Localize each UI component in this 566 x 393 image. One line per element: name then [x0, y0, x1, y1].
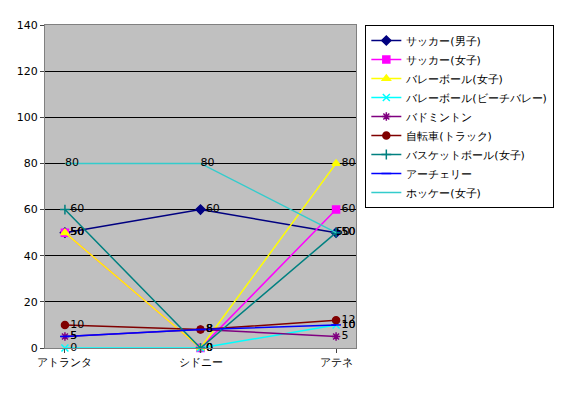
- svg-text:サッカー(男子): サッカー(男子): [406, 35, 481, 48]
- svg-text:自転車(トラック): 自転車(トラック): [406, 130, 492, 143]
- svg-text:120: 120: [17, 65, 38, 78]
- svg-text:0: 0: [31, 342, 38, 355]
- svg-text:ホッケー(女子): ホッケー(女子): [406, 187, 481, 200]
- svg-text:アトランタ: アトランタ: [37, 356, 92, 369]
- svg-text:0: 0: [206, 341, 213, 354]
- svg-text:80: 80: [201, 156, 215, 169]
- svg-text:0: 0: [70, 341, 77, 354]
- svg-text:アーチェリー: アーチェリー: [406, 168, 472, 181]
- svg-text:10: 10: [70, 318, 84, 331]
- svg-text:100: 100: [17, 111, 38, 124]
- svg-text:10: 10: [341, 318, 355, 331]
- svg-text:8: 8: [206, 322, 213, 335]
- svg-text:バレーボール(ビーチバレー): バレーボール(ビーチバレー): [405, 92, 547, 105]
- svg-text:0: 0: [206, 341, 213, 354]
- svg-text:0: 0: [206, 341, 213, 354]
- svg-text:50: 50: [341, 225, 355, 238]
- svg-text:8: 8: [206, 322, 213, 335]
- svg-text:140: 140: [17, 19, 38, 32]
- svg-text:バドミントン: バドミントン: [405, 111, 472, 124]
- svg-text:バレーボール(女子): バレーボール(女子): [405, 73, 503, 86]
- svg-text:50: 50: [70, 225, 84, 238]
- svg-text:50: 50: [336, 225, 350, 238]
- svg-text:50: 50: [70, 225, 84, 238]
- svg-text:0: 0: [206, 341, 213, 354]
- svg-text:5: 5: [341, 329, 348, 342]
- svg-text:5: 5: [70, 329, 77, 342]
- svg-text:シドニー: シドニー: [179, 356, 223, 369]
- svg-text:40: 40: [24, 250, 38, 263]
- svg-text:20: 20: [24, 296, 38, 309]
- svg-text:10: 10: [341, 318, 355, 331]
- svg-text:バスケットボール(女子): バスケットボール(女子): [405, 149, 525, 162]
- svg-text:60: 60: [206, 202, 220, 215]
- svg-text:60: 60: [341, 202, 355, 215]
- svg-text:80: 80: [65, 156, 79, 169]
- svg-text:アテネ: アテネ: [320, 356, 353, 369]
- svg-text:50: 50: [70, 225, 84, 238]
- svg-text:60: 60: [24, 203, 38, 216]
- svg-text:サッカー(女子): サッカー(女子): [406, 54, 481, 67]
- svg-text:5: 5: [70, 329, 77, 342]
- svg-text:12: 12: [341, 313, 355, 326]
- svg-text:8: 8: [206, 322, 213, 335]
- svg-text:80: 80: [341, 156, 355, 169]
- svg-text:60: 60: [70, 202, 84, 215]
- svg-text:80: 80: [24, 157, 38, 170]
- svg-text:50: 50: [341, 225, 355, 238]
